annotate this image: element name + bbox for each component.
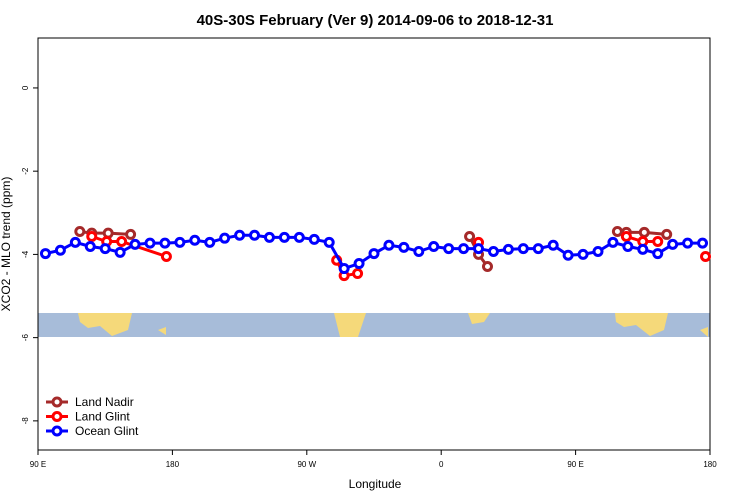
- data-point: [638, 226, 650, 238]
- data-point: [144, 237, 156, 249]
- y-tick-label: -6: [21, 334, 30, 342]
- data-point: [308, 233, 320, 245]
- data-point: [620, 231, 632, 243]
- data-point: [562, 249, 574, 261]
- data-point: [383, 239, 395, 251]
- legend-label: Land Nadir: [75, 395, 134, 409]
- data-point: [39, 248, 51, 260]
- data-point: [353, 258, 365, 270]
- legend-marker: [51, 425, 63, 437]
- data-point: [428, 240, 440, 252]
- data-point: [652, 236, 664, 248]
- data-point: [607, 236, 619, 248]
- data-point: [99, 243, 111, 255]
- y-tick-label: 0: [21, 85, 30, 90]
- legend-marker: [51, 396, 63, 408]
- x-axis-label: Longitude: [349, 477, 402, 491]
- data-point: [611, 226, 623, 238]
- y-tick-label: -2: [21, 167, 30, 175]
- data-point: [125, 228, 137, 240]
- data-point: [652, 248, 664, 260]
- x-tick-label: 90 W: [297, 460, 316, 469]
- x-tick-label: 90 E: [30, 460, 46, 469]
- x-tick-label: 180: [703, 460, 717, 469]
- data-point: [398, 241, 410, 253]
- data-point: [368, 248, 380, 260]
- data-point: [278, 231, 290, 243]
- data-point: [517, 243, 529, 255]
- data-point: [84, 240, 96, 252]
- data-point: [661, 228, 673, 240]
- y-tick-label: -8: [21, 417, 30, 425]
- data-point: [54, 244, 66, 256]
- data-point: [293, 231, 305, 243]
- map-strip: [38, 313, 710, 337]
- data-point: [458, 243, 470, 255]
- data-point: [413, 245, 425, 257]
- data-point: [464, 231, 476, 243]
- x-tick-label: 90 E: [567, 460, 583, 469]
- data-point: [338, 263, 350, 275]
- data-point: [532, 243, 544, 255]
- data-point: [74, 226, 86, 238]
- data-point: [352, 268, 364, 280]
- data-point: [443, 243, 455, 255]
- data-point: [86, 231, 98, 243]
- legend-label: Land Glint: [75, 410, 130, 424]
- data-point: [323, 236, 335, 248]
- data-point: [160, 250, 172, 262]
- data-point: [219, 232, 231, 244]
- data-point: [204, 236, 216, 248]
- y-axis-label: XCO2 - MLO trend (ppm): [0, 177, 13, 312]
- data-point: [622, 240, 634, 252]
- data-point: [697, 237, 709, 249]
- data-point: [159, 237, 171, 249]
- legend-label: Ocean Glint: [75, 424, 139, 438]
- data-point: [487, 245, 499, 257]
- data-point: [69, 236, 81, 248]
- data-point: [502, 243, 514, 255]
- data-point: [129, 238, 141, 250]
- data-point: [473, 243, 485, 255]
- data-point: [592, 245, 604, 257]
- data-point: [637, 243, 649, 255]
- data-point: [263, 231, 275, 243]
- data-point: [234, 229, 246, 241]
- legend-marker: [51, 411, 63, 422]
- x-tick-label: 0: [439, 460, 444, 469]
- data-point: [577, 248, 589, 260]
- y-tick-label: -4: [21, 250, 30, 258]
- data-point: [667, 238, 679, 250]
- data-point: [682, 237, 694, 249]
- x-tick-label: 180: [166, 460, 180, 469]
- data-point: [547, 239, 559, 251]
- plot-frame: [37, 37, 711, 451]
- data-point: [116, 236, 128, 248]
- data-point: [114, 246, 126, 258]
- chart-title: 40S-30S February (Ver 9) 2014-09-06 to 2…: [197, 12, 554, 29]
- data-point: [102, 227, 114, 239]
- data-point: [249, 229, 261, 241]
- data-point: [700, 250, 712, 262]
- data-point: [481, 260, 493, 272]
- data-point: [189, 234, 201, 246]
- data-point: [174, 236, 186, 248]
